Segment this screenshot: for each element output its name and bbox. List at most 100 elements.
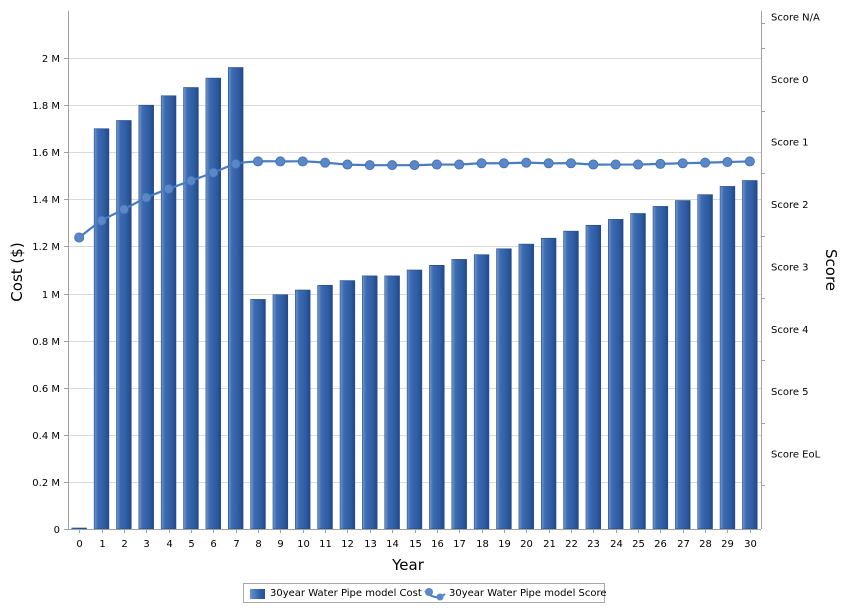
- y2-axis-title: Score: [822, 249, 840, 291]
- score-point: [185, 175, 196, 186]
- cost-bar: [697, 194, 713, 530]
- cost-bar: [71, 527, 87, 530]
- x-tick-label: 30: [744, 539, 757, 550]
- cost-bar: [429, 264, 445, 530]
- x-tick-label: 6: [210, 539, 216, 550]
- y-tick-label: 0.2 M: [32, 478, 60, 489]
- cost-bar: [93, 128, 110, 530]
- y2-tick-label: Score 0: [771, 75, 809, 86]
- cost-bar: [563, 230, 579, 530]
- x-tick-label: 0: [76, 539, 82, 550]
- x-tick-label: 10: [297, 539, 310, 550]
- score-point: [543, 158, 554, 169]
- x-tick-label: 25: [632, 539, 645, 550]
- cost-bar: [719, 186, 736, 530]
- y-tick-label: 1.4 M: [32, 195, 60, 206]
- x-tick-label: 13: [364, 539, 377, 550]
- score-point: [342, 159, 353, 170]
- y2-tick-label: Score 2: [771, 200, 809, 211]
- cost-bar: [138, 104, 154, 530]
- score-point: [744, 156, 755, 167]
- cost-bar: [540, 237, 557, 530]
- score-point: [118, 204, 129, 215]
- cost-bar: [384, 275, 400, 530]
- score-point: [521, 157, 532, 168]
- score-point: [677, 158, 688, 169]
- x-tick-label: 28: [699, 539, 712, 550]
- y-tick-label: 1.2 M: [32, 242, 60, 253]
- x-tick-label: 17: [453, 539, 466, 550]
- y2-tick-label: Score EoL: [771, 450, 821, 461]
- x-tick-label: 1: [99, 539, 105, 550]
- score-point: [297, 156, 308, 167]
- score-point: [454, 159, 465, 170]
- score-line: [74, 156, 755, 243]
- score-point: [476, 158, 487, 169]
- score-point: [633, 159, 644, 170]
- x-tick-label: 4: [166, 539, 172, 550]
- y2-tick-label: Score 3: [771, 262, 809, 273]
- score-point: [722, 157, 733, 168]
- score-point: [320, 157, 331, 168]
- cost-bar: [585, 224, 602, 530]
- line-marker-swatch-icon: [424, 588, 446, 601]
- x-tick-label: 21: [543, 539, 556, 550]
- x-tick-label: 18: [476, 539, 489, 550]
- cost-bar: [652, 206, 669, 530]
- cost-bar: [183, 87, 199, 530]
- x-tick-label: 8: [255, 539, 261, 550]
- cost-bar: [451, 259, 467, 530]
- cost-bar: [317, 285, 333, 530]
- x-tick-label: 2: [121, 539, 127, 550]
- x-tick-label: 20: [520, 539, 533, 550]
- y2-tick-label: Score 5: [771, 387, 809, 398]
- x-tick-label: 3: [143, 539, 149, 550]
- x-tick-label: 9: [277, 539, 283, 550]
- y-tick-label: 0.6 M: [32, 384, 60, 395]
- x-tick-label: 5: [188, 539, 194, 550]
- score-point: [387, 160, 398, 171]
- x-tick-label: 19: [498, 539, 511, 550]
- y-tick-label: 1.6 M: [32, 148, 60, 159]
- score-point: [208, 167, 219, 178]
- cost-bar: [473, 254, 490, 530]
- cost-bar: [205, 77, 221, 530]
- cost-bar: [116, 120, 132, 530]
- score-point: [431, 159, 442, 170]
- score-point: [275, 156, 286, 167]
- cost-bar: [518, 243, 534, 530]
- y-tick-label: 0: [54, 525, 60, 536]
- x-tick-label: 14: [386, 539, 399, 550]
- score-point: [230, 158, 241, 169]
- cost-bar: [362, 275, 378, 530]
- x-tick-label: 23: [587, 539, 600, 550]
- x-tick-label: 24: [610, 539, 623, 550]
- x-tick-label: 26: [654, 539, 667, 550]
- x-tick-label: 12: [341, 539, 354, 550]
- score-point: [364, 160, 375, 171]
- cost-bar: [742, 180, 758, 530]
- x-tick-label: 27: [677, 539, 690, 550]
- cost-bar: [675, 200, 691, 530]
- score-point: [700, 157, 711, 168]
- score-point: [163, 183, 174, 194]
- score-point: [253, 156, 264, 167]
- cost-bar: [496, 248, 512, 530]
- cost-bar: [227, 67, 244, 530]
- score-point: [74, 232, 85, 243]
- cost-bars: [71, 67, 758, 530]
- score-point: [655, 158, 666, 169]
- cost-bar: [630, 213, 646, 530]
- cost-bar: [608, 219, 624, 530]
- legend: 30year Water Pipe model Cost 30year Wate…: [243, 583, 607, 603]
- x-tick-label: 11: [319, 539, 332, 550]
- y2-tick-label: Score N/A: [771, 13, 820, 24]
- x-axis-title: Year: [391, 556, 425, 574]
- cost-bar: [272, 294, 289, 530]
- cost-bar: [339, 280, 356, 530]
- bar-swatch-icon: [250, 589, 265, 599]
- y-tick-label: 0.8 M: [32, 337, 60, 348]
- y2-tick-label: Score 1: [771, 138, 809, 149]
- score-point: [96, 215, 107, 226]
